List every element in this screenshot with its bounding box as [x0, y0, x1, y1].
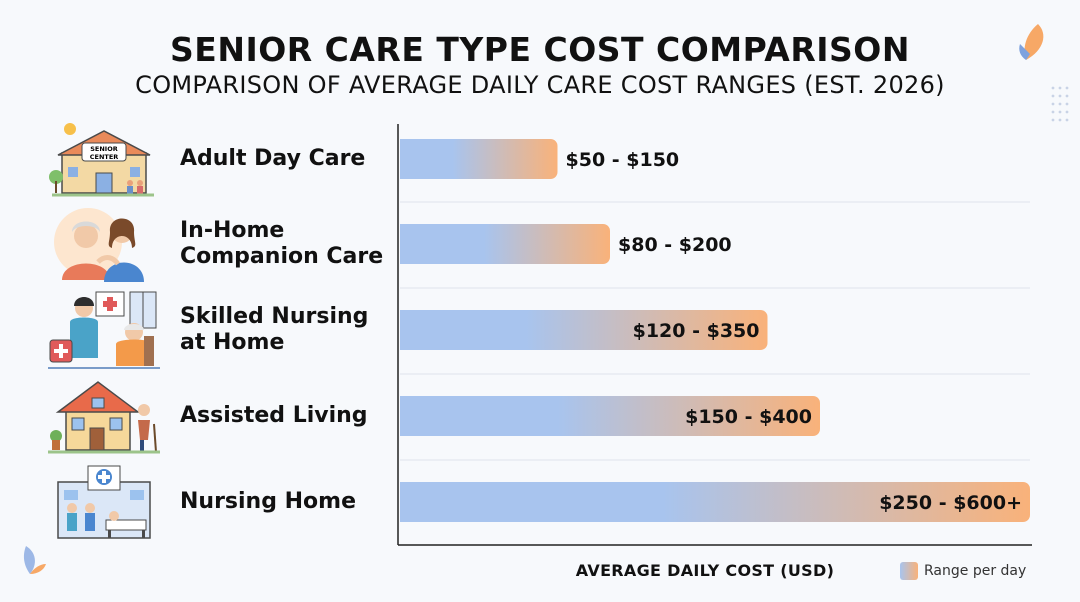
bar-range [484, 224, 610, 264]
category-label-line: In-Home [180, 218, 285, 243]
bar-range [662, 482, 1030, 522]
category-label-line: Skilled Nursing [180, 304, 369, 329]
category-row: Assisted Living [48, 374, 398, 458]
bar-base [400, 310, 536, 350]
category-label-line: at Home [180, 330, 285, 355]
bar-value-label: $150 - $400 [685, 406, 812, 428]
bar-base [400, 396, 568, 436]
bar-base [400, 224, 494, 264]
bar-base [400, 482, 673, 522]
category-label: Skilled Nursing at Home [180, 304, 400, 356]
senior-center-icon: SENIOR CENTER [48, 117, 160, 201]
category-row: In-Home Companion Care [48, 202, 398, 286]
leaf-decoration-icon [1019, 24, 1044, 60]
category-label: Assisted Living [180, 403, 400, 429]
x-axis-label: AVERAGE DAILY COST (USD) [575, 561, 835, 580]
bar-range [452, 139, 558, 179]
dot-grid-decoration-icon [1051, 86, 1069, 122]
category-label: Nursing Home [180, 489, 400, 515]
bar-value-label: $250 - $600+ [879, 492, 1022, 514]
category-row: SENIOR CENTER Adult Day Care [48, 117, 398, 201]
nursing-home-icon [48, 460, 160, 544]
companion-care-icon [48, 202, 160, 286]
skilled-nursing-icon [48, 288, 160, 372]
category-label-line: Companion Care [180, 244, 384, 269]
leaf-decoration-small-icon [23, 546, 46, 574]
bar-range [526, 310, 768, 350]
assisted-living-icon [48, 374, 160, 458]
category-label-line: Nursing Home [180, 489, 356, 514]
category-row: Skilled Nursing at Home [48, 288, 398, 372]
category-row: Nursing Home [48, 460, 398, 544]
legend-label: Range per day [924, 563, 1027, 579]
category-label: Adult Day Care [180, 146, 400, 172]
svg-text:CENTER: CENTER [90, 153, 119, 161]
legend: Range per day [900, 561, 1026, 581]
bar-value-label: $80 - $200 [618, 234, 732, 256]
category-label-line: Adult Day Care [180, 146, 366, 171]
chart-subtitle: COMPARISON OF AVERAGE DAILY CARE COST RA… [135, 71, 945, 99]
category-label: In-Home Companion Care [180, 218, 400, 270]
bar-range [557, 396, 820, 436]
legend-swatch [900, 562, 918, 580]
chart-title: SENIOR CARE TYPE COST COMPARISON [170, 30, 910, 69]
bar-value-label: $120 - $350 [633, 320, 760, 342]
category-label-line: Assisted Living [180, 403, 368, 428]
bar-base [400, 139, 463, 179]
svg-text:SENIOR: SENIOR [90, 145, 118, 153]
bar-value-label: $50 - $150 [566, 149, 680, 171]
